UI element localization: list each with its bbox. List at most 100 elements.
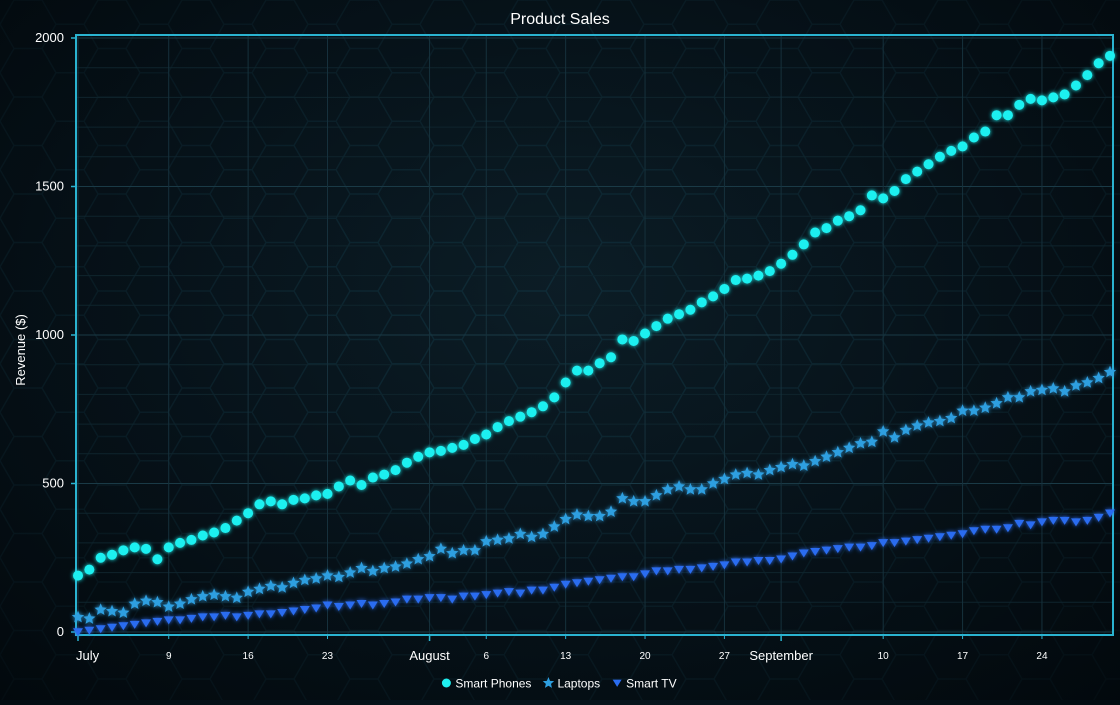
y-tick-label: 500 xyxy=(42,476,64,491)
laptops-point xyxy=(423,549,436,562)
x-minor-tick-label: 23 xyxy=(322,651,334,662)
smart-tv-point xyxy=(118,622,129,631)
smart-tv-point xyxy=(821,546,832,555)
legend-label: Smart TV xyxy=(626,677,676,691)
smart-tv-point xyxy=(390,598,401,607)
laptops-point xyxy=(502,531,516,544)
smart-phones-point xyxy=(254,499,265,510)
laptops-point xyxy=(389,560,402,572)
smart-tv-point xyxy=(367,601,378,610)
laptops-point xyxy=(1081,376,1094,388)
smart-tv-point xyxy=(878,539,889,548)
smart-tv-point xyxy=(798,549,809,558)
laptops-point xyxy=(343,566,357,578)
smart-tv-point xyxy=(526,586,537,595)
laptops-point xyxy=(842,441,856,454)
smart-phones-point xyxy=(640,328,651,339)
smart-tv-point xyxy=(776,555,787,564)
laptops-point xyxy=(128,597,141,610)
smart-tv-point xyxy=(220,611,231,620)
laptops-point xyxy=(434,542,448,555)
laptops-point xyxy=(740,466,754,479)
smart-phones-point xyxy=(980,126,991,137)
laptops-point xyxy=(219,589,232,602)
smart-phones-point xyxy=(889,185,900,196)
y-tick-label: 1000 xyxy=(35,327,64,342)
smart-phones-point xyxy=(526,407,537,418)
smart-phones-point xyxy=(175,537,186,548)
y-tick-label: 0 xyxy=(57,624,64,639)
smart-tv-point xyxy=(141,619,152,628)
laptops-point xyxy=(911,419,924,431)
smart-phones-point xyxy=(469,433,480,444)
legend-marker-smart-tv-icon xyxy=(612,679,622,687)
smart-tv-point xyxy=(152,617,163,626)
smart-phones-point xyxy=(968,132,979,143)
smart-tv-point xyxy=(333,603,344,612)
legend-item-smart-phones[interactable]: Smart Phones xyxy=(441,677,532,691)
laptops-point xyxy=(241,585,255,598)
smart-phones-point xyxy=(435,445,446,456)
x-major-tick-label: July xyxy=(76,648,100,663)
laptops-point xyxy=(117,606,130,618)
laptops-point xyxy=(105,604,119,617)
laptops-point xyxy=(514,527,527,540)
smart-tv-point xyxy=(299,605,310,614)
laptops-point xyxy=(990,396,1003,409)
laptops-point xyxy=(672,479,686,492)
smart-phones-point xyxy=(617,334,628,345)
smart-tv-point xyxy=(957,530,968,539)
smart-phones-point xyxy=(492,422,503,433)
smart-phones-point xyxy=(810,227,821,238)
smart-phones-point xyxy=(367,472,378,483)
smart-phones-point xyxy=(118,545,129,556)
smart-tv-point xyxy=(288,607,299,616)
x-minor-tick-label: 13 xyxy=(560,651,572,662)
x-major-tick-label: August xyxy=(409,648,450,663)
laptops-point xyxy=(321,569,334,581)
legend-item-smart-tv[interactable]: Smart TV xyxy=(612,677,677,691)
laptops-point xyxy=(83,612,96,624)
laptops-point xyxy=(139,594,153,607)
smart-tv-point xyxy=(401,595,412,604)
laptops-point xyxy=(593,509,606,522)
smart-phones-point xyxy=(390,465,401,476)
smart-tv-point xyxy=(481,591,492,600)
smart-tv-point xyxy=(186,614,197,623)
legend-label: Laptops xyxy=(557,677,600,691)
x-minor-tick-label: 10 xyxy=(878,651,890,662)
legend-item-laptops[interactable]: Laptops xyxy=(542,677,600,691)
laptops-point xyxy=(207,588,221,601)
x-minor-tick-label: 16 xyxy=(243,651,255,662)
laptops-point xyxy=(332,570,346,583)
laptops-point xyxy=(956,404,969,416)
y-tick-label: 1500 xyxy=(35,179,64,194)
smart-phones-point xyxy=(583,365,594,376)
smart-phones-point xyxy=(844,211,855,222)
smart-phones-point xyxy=(719,283,730,294)
laptops-point xyxy=(1001,390,1015,403)
laptops-point xyxy=(162,600,175,613)
smart-tv-point xyxy=(277,608,288,617)
smart-tv-point xyxy=(231,613,242,622)
smart-tv-point xyxy=(469,592,480,601)
laptops-point xyxy=(491,533,504,546)
laptops-point xyxy=(446,546,459,559)
laptops-point xyxy=(865,435,879,448)
smart-tv-point xyxy=(107,623,118,632)
smart-tv-point xyxy=(163,616,174,625)
laptops-point xyxy=(808,454,822,467)
smart-tv-point xyxy=(719,561,730,570)
smart-tv-point xyxy=(356,600,367,609)
smart-phones-point xyxy=(991,110,1002,121)
smart-phones-point xyxy=(424,447,435,458)
laptops-point xyxy=(536,527,550,540)
x-major-tick-label: September xyxy=(749,648,813,663)
legend-marker-smart-phones-icon xyxy=(441,678,451,688)
smart-tv-point xyxy=(900,537,911,546)
smart-phones-point xyxy=(934,151,945,162)
y-axis-label: Revenue ($) xyxy=(13,314,28,386)
smart-phones-point xyxy=(651,321,662,332)
